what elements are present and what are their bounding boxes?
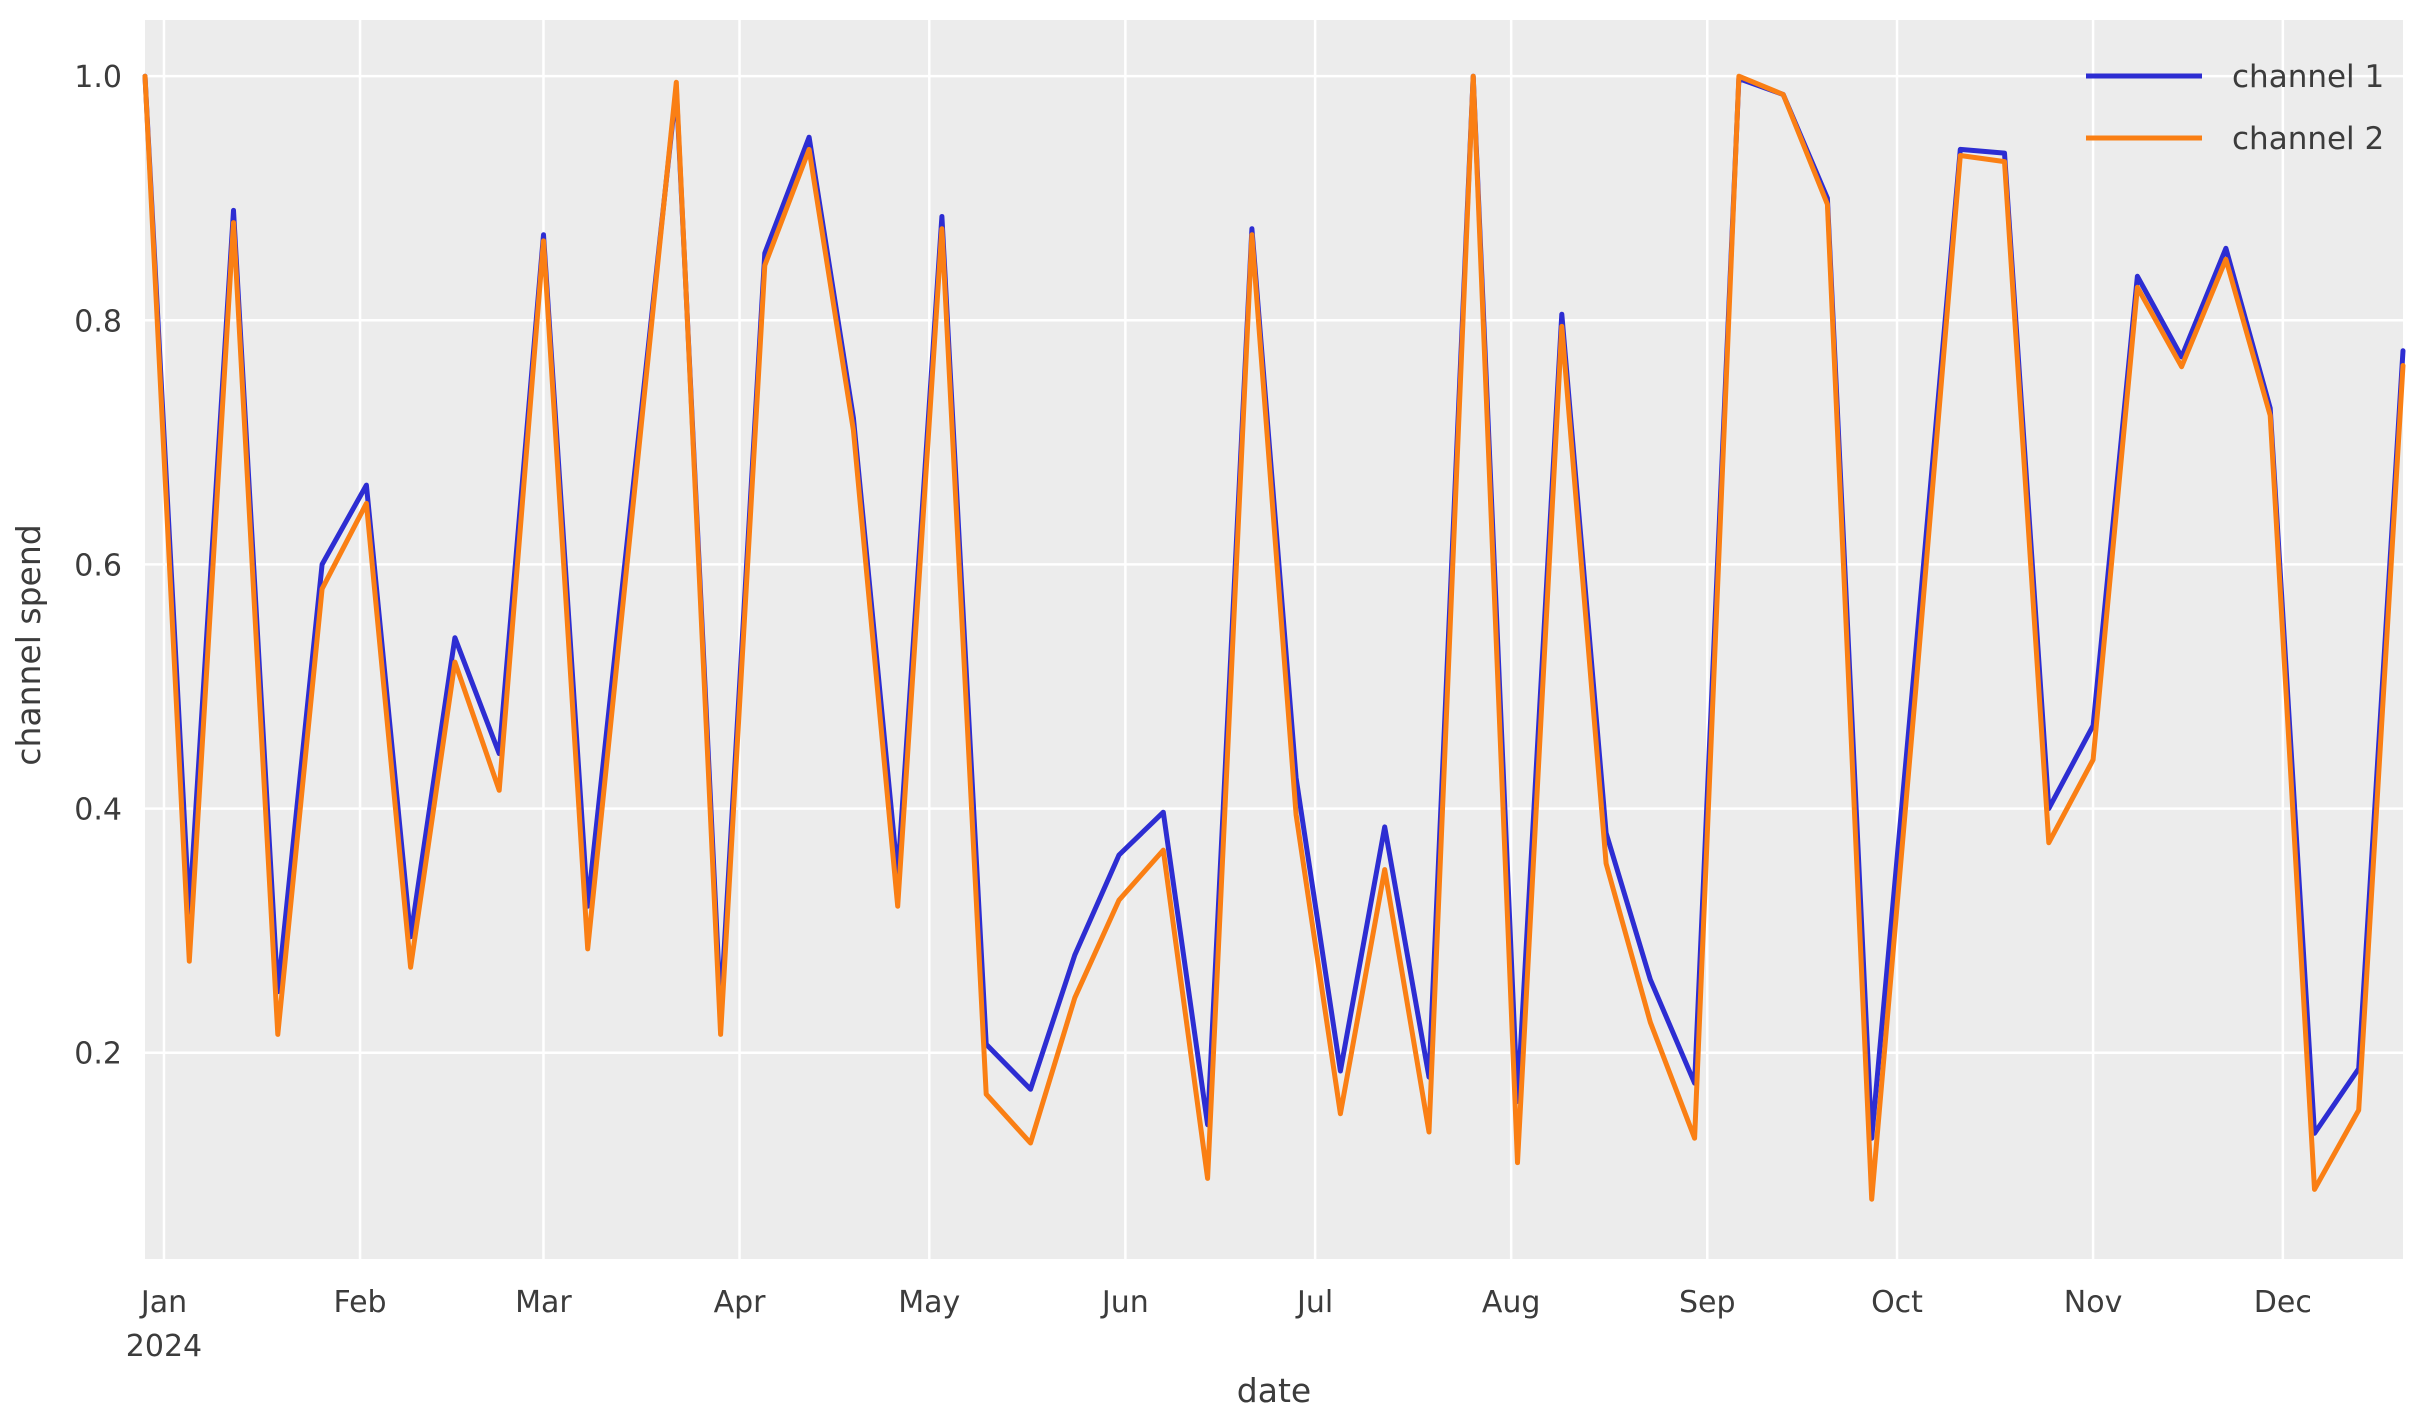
y-tick-label: 0.6	[74, 548, 122, 583]
x-tick-label: Oct	[1871, 1285, 1923, 1320]
x-tick-label: Sep	[1679, 1285, 1736, 1320]
x-tick-label: Nov	[2064, 1285, 2123, 1320]
x-tick-sublabel: 2024	[126, 1329, 202, 1364]
tick-labels: 0.2 0.4 0.6 0.8 1.0 Jan 2024 Feb Mar Apr May Jun Jul…	[74, 60, 2312, 1364]
y-axis-label: channel spend	[9, 524, 48, 765]
y-tick-label: 1.0	[74, 60, 122, 95]
legend-label-channel-1: channel 1	[2232, 59, 2384, 95]
x-axis-label: date	[1237, 1371, 1311, 1410]
legend-item-channel-1[interactable]: channel 1	[2086, 59, 2384, 95]
y-tick-label: 0.4	[74, 793, 122, 828]
x-tick-label: Feb	[333, 1285, 386, 1320]
legend-label-channel-2: channel 2	[2232, 121, 2384, 157]
x-tick-label: Aug	[1482, 1285, 1541, 1320]
y-tick-label: 0.8	[74, 304, 122, 339]
series-line-2	[142, 73, 2406, 1202]
legend: channel 1 channel 2	[2086, 59, 2384, 157]
y-tick-label: 0.2	[74, 1037, 122, 1072]
legend-item-channel-2[interactable]: channel 2	[2086, 121, 2384, 157]
x-tick-label: Mar	[515, 1285, 572, 1320]
x-tick-label: Dec	[2254, 1285, 2312, 1320]
x-tick-label: Jan	[139, 1285, 187, 1320]
plot-area	[145, 20, 2403, 1259]
x-tick-label: Jul	[1295, 1285, 1333, 1320]
x-tick-label: May	[898, 1285, 960, 1320]
series-lines	[142, 73, 2406, 1202]
x-tick-label: Apr	[714, 1285, 767, 1320]
x-tick-label: Jun	[1100, 1285, 1149, 1320]
